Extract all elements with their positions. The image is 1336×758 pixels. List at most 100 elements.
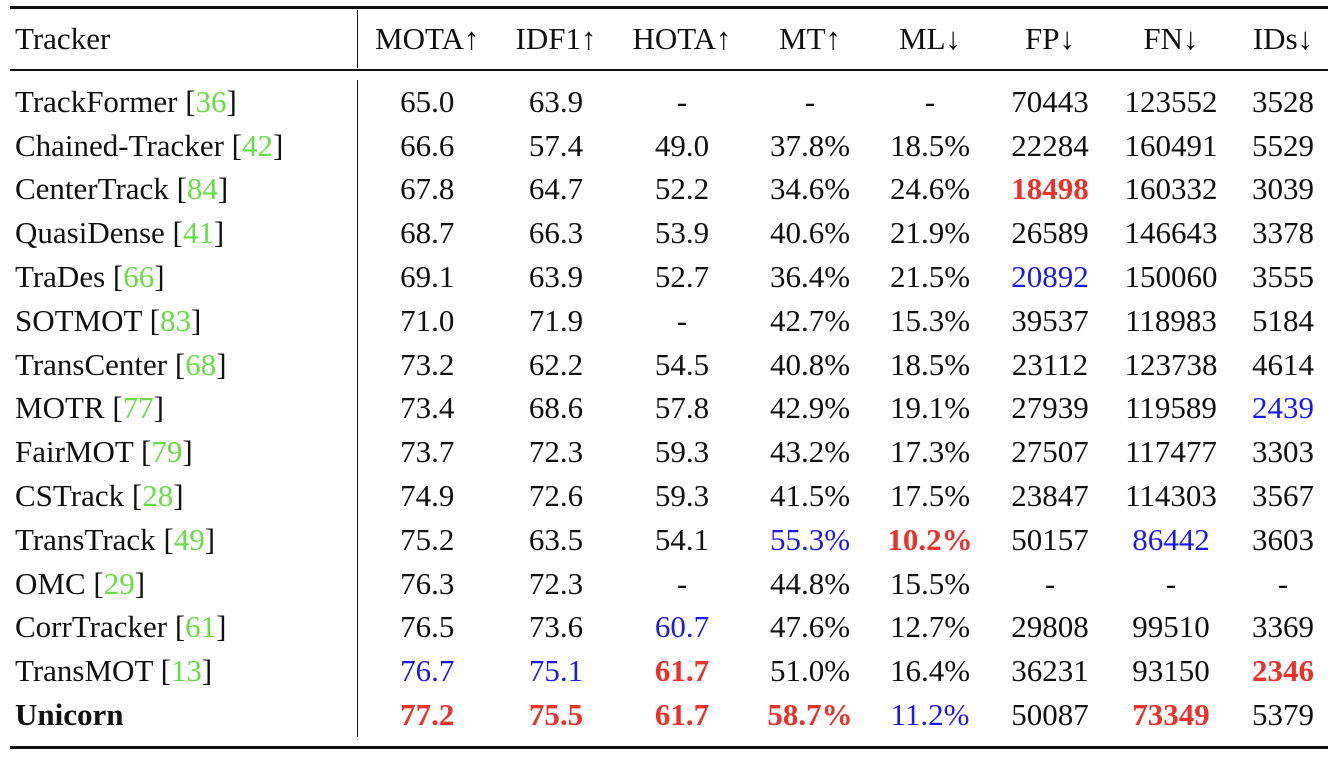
value: 43.2% [769, 434, 851, 470]
column-header: Tracker [1, 10, 358, 68]
value-cell: 75.5 [497, 693, 615, 737]
value-cell: 75.1 [497, 649, 615, 693]
value-cell: 52.2 [615, 168, 749, 212]
value: 23847 [1011, 478, 1089, 514]
value: 29808 [1011, 609, 1089, 645]
tracker-name: FairMOT [15, 434, 134, 470]
value: 58.7% [767, 697, 853, 733]
value: 18.5% [889, 127, 971, 163]
value: 150060 [1124, 259, 1218, 295]
value: 50157 [1011, 521, 1089, 557]
value-cell: 93150 [1111, 649, 1231, 693]
value-cell: 37.8% [749, 124, 871, 168]
value: 68.7 [400, 215, 455, 251]
value: 123552 [1124, 83, 1218, 119]
value: 76.7 [400, 653, 455, 689]
table-row: SOTMOT [83] 71.0 71.9 - 42.7% 15.3% 39537 11898… [1, 298, 1335, 343]
value-cell: 3378 [1231, 211, 1335, 255]
tracker-cell: TransMOT [13] [1, 649, 358, 694]
value-cell: 36231 [989, 649, 1111, 693]
column-header: ML↓ [899, 21, 961, 56]
tracker-name: TransTrack [15, 521, 156, 557]
value-cell: 63.5 [497, 518, 615, 562]
tracker-cell: FairMOT [79] [1, 430, 358, 475]
value: 77.2 [400, 697, 455, 733]
value: - [676, 83, 688, 119]
header-rule [10, 69, 1328, 71]
value: 15.3% [889, 302, 971, 338]
citation: [36] [185, 83, 237, 119]
value: 99510 [1132, 609, 1210, 645]
value-cell: 21.5% [871, 255, 989, 299]
value-cell: 23847 [989, 474, 1111, 518]
value: 2439 [1252, 390, 1314, 426]
value-cell: 118983 [1111, 299, 1231, 343]
value-cell: 15.3% [871, 299, 989, 343]
value-cell: 86442 [1111, 518, 1231, 562]
tracker-name: TraDes [15, 259, 106, 295]
value: 51.0% [769, 653, 851, 689]
tracker-cell: TransTrack [49] [1, 517, 358, 562]
value-cell: 18.5% [871, 343, 989, 387]
tracker-cell: SOTMOT [83] [1, 298, 358, 343]
value-cell: 3528 [1231, 80, 1335, 124]
value: 63.9 [528, 83, 584, 119]
value-cell: 117477 [1111, 430, 1231, 474]
value-cell: 160491 [1111, 124, 1231, 168]
tracker-cell: QuasiDense [41] [1, 211, 358, 256]
tracker-cell: OMC [29] [1, 561, 358, 606]
value: 74.9 [400, 478, 455, 514]
citation: [66] [112, 259, 165, 295]
value-cell: 123738 [1111, 343, 1231, 387]
value: 118983 [1125, 302, 1217, 338]
tracker-name: Chained-Tracker [15, 127, 224, 163]
value-cell: 68.7 [357, 211, 497, 255]
value: 18.5% [889, 346, 971, 382]
value-cell: 39537 [989, 299, 1111, 343]
value-cell: 34.6% [749, 168, 871, 212]
value: 3369 [1252, 609, 1314, 645]
citation: [77] [112, 390, 164, 426]
value: - [1165, 565, 1177, 601]
citation: [79] [141, 434, 193, 470]
value-cell: 72.6 [497, 474, 615, 518]
value-cell: 63.9 [497, 255, 615, 299]
value: 34.6% [769, 171, 851, 207]
value-cell: 2439 [1231, 387, 1335, 431]
value-cell: 123552 [1111, 80, 1231, 124]
value-cell: 73.7 [357, 430, 497, 474]
citation: [61] [174, 609, 227, 645]
value-cell: 15.5% [871, 562, 989, 606]
table-row: Unicorn 77.2 75.5 61.7 58.7% 11.2% 50087 73349 5… [1, 693, 1335, 737]
value: 40.8% [769, 346, 851, 382]
value-cell: 52.7 [615, 255, 749, 299]
value: 55.3% [769, 521, 851, 557]
table-row: TraDes [66] 69.1 63.9 52.7 36.4% 21.5% 20892 15… [1, 255, 1335, 299]
value-cell: 160332 [1111, 168, 1231, 212]
table-body: TrackFormer [36] 65.0 63.9 - - - 70443 123552 35… [1, 80, 1336, 737]
column-header: HOTA↑ [632, 21, 732, 56]
value: 68.6 [528, 390, 584, 426]
value-cell: 114303 [1111, 474, 1231, 518]
value: 66.6 [400, 127, 455, 163]
table-row: TransTrack [49] 75.2 63.5 54.1 55.3% 10.2% 501… [1, 517, 1335, 562]
value: 3603 [1252, 521, 1314, 557]
value-cell: 62.2 [497, 343, 615, 387]
value-cell: 73.6 [497, 606, 615, 650]
tracker-name: QuasiDense [15, 215, 165, 251]
value: 71.0 [400, 302, 455, 338]
value-cell: 71.9 [497, 299, 615, 343]
tracker-cell: TrackFormer [36] [1, 80, 358, 124]
value: 10.2% [887, 521, 973, 557]
value: 22284 [1011, 127, 1089, 163]
value-cell: 65.0 [357, 80, 497, 124]
value-cell: 43.2% [749, 430, 871, 474]
value-cell: 5529 [1231, 124, 1335, 168]
tracker-cell: MOTR [77] [1, 386, 358, 431]
value: 15.5% [889, 565, 971, 601]
value-cell: 3303 [1231, 430, 1335, 474]
tracker-cell: Unicorn [1, 693, 358, 737]
value-cell: 64.7 [497, 168, 615, 212]
tracker-cell: TraDes [66] [1, 255, 358, 299]
value-cell: 69.1 [357, 255, 497, 299]
